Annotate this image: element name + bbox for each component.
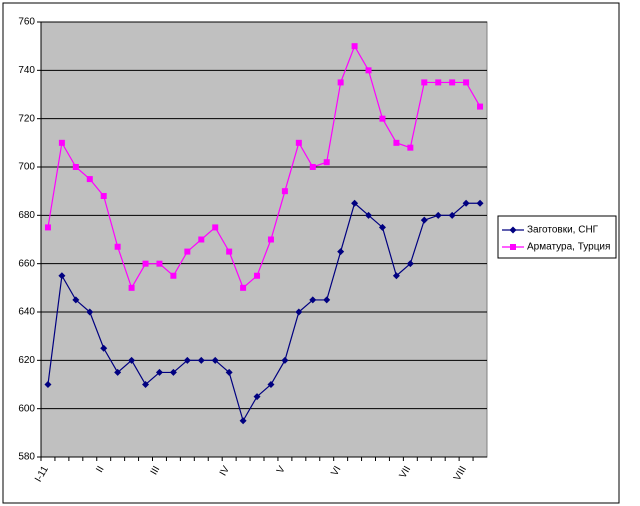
data-point	[392, 272, 400, 280]
data-point	[462, 199, 470, 207]
data-point	[407, 144, 414, 151]
data-point	[212, 224, 219, 231]
legend-marker	[509, 226, 517, 234]
data-point	[435, 79, 442, 86]
plot-area	[40, 21, 488, 458]
data-point	[323, 159, 330, 166]
data-point	[421, 79, 428, 86]
data-point	[183, 356, 191, 364]
legend-label: Заготовки, СНГ	[527, 225, 599, 236]
data-point	[267, 236, 274, 243]
data-point	[72, 164, 79, 170]
legend-marker	[510, 244, 516, 250]
data-point	[155, 368, 163, 376]
y-tick-label: 760	[18, 17, 35, 28]
data-point	[197, 356, 205, 364]
data-point	[128, 356, 136, 364]
data-point	[393, 139, 400, 146]
data-point	[198, 236, 205, 243]
data-point	[379, 115, 386, 122]
y-tick-label: 740	[18, 65, 35, 76]
data-point	[463, 79, 470, 86]
legend	[497, 215, 617, 259]
data-point	[323, 296, 331, 304]
data-point	[58, 139, 65, 146]
data-point	[295, 139, 302, 146]
data-point	[434, 211, 442, 219]
y-tick-label: 720	[18, 113, 35, 124]
data-point	[170, 272, 177, 279]
data-point	[449, 79, 456, 86]
data-point	[406, 260, 414, 268]
data-point	[72, 296, 80, 304]
data-point	[309, 164, 316, 170]
y-tick-label: 580	[18, 452, 35, 463]
y-tick-label: 640	[18, 307, 35, 318]
data-point	[295, 308, 303, 316]
data-point	[169, 368, 177, 376]
data-point	[114, 243, 121, 250]
x-tick-label: VII	[398, 464, 414, 480]
y-tick-label: 680	[18, 210, 35, 221]
data-point	[128, 284, 135, 291]
data-point	[142, 381, 150, 388]
data-point	[100, 344, 108, 352]
data-point	[337, 79, 344, 86]
x-tick-label: II	[94, 464, 106, 474]
data-point	[365, 211, 373, 219]
y-tick-label: 600	[18, 403, 35, 414]
data-point	[337, 248, 345, 256]
data-point	[420, 216, 428, 224]
data-point	[58, 272, 66, 280]
x-tick-label: V	[275, 464, 288, 476]
data-point	[240, 284, 247, 291]
data-point	[86, 176, 93, 183]
y-tick-label: 620	[18, 355, 35, 366]
data-point	[365, 67, 372, 74]
data-point	[476, 199, 484, 207]
data-point	[86, 308, 94, 316]
data-point	[225, 368, 233, 376]
data-point	[156, 260, 163, 267]
data-point	[239, 417, 247, 425]
data-point	[477, 103, 484, 110]
data-point	[184, 248, 191, 255]
data-point	[211, 356, 219, 364]
data-point	[281, 356, 289, 364]
legend-label: Арматура, Турция	[527, 242, 610, 253]
data-point	[378, 223, 386, 231]
data-point	[448, 211, 456, 219]
y-tick-label: 700	[18, 162, 35, 173]
data-point	[253, 393, 261, 401]
data-point	[267, 381, 275, 388]
data-point	[100, 193, 107, 199]
data-point	[114, 368, 122, 376]
y-tick-label: 660	[18, 258, 35, 269]
data-point	[351, 199, 359, 207]
data-point	[226, 248, 233, 255]
data-point	[309, 296, 317, 304]
data-point	[351, 43, 358, 50]
data-point	[281, 188, 288, 195]
data-point	[142, 260, 149, 267]
data-point	[254, 272, 261, 279]
series-line	[47, 202, 481, 423]
data-point	[44, 381, 52, 388]
data-point	[44, 224, 51, 231]
